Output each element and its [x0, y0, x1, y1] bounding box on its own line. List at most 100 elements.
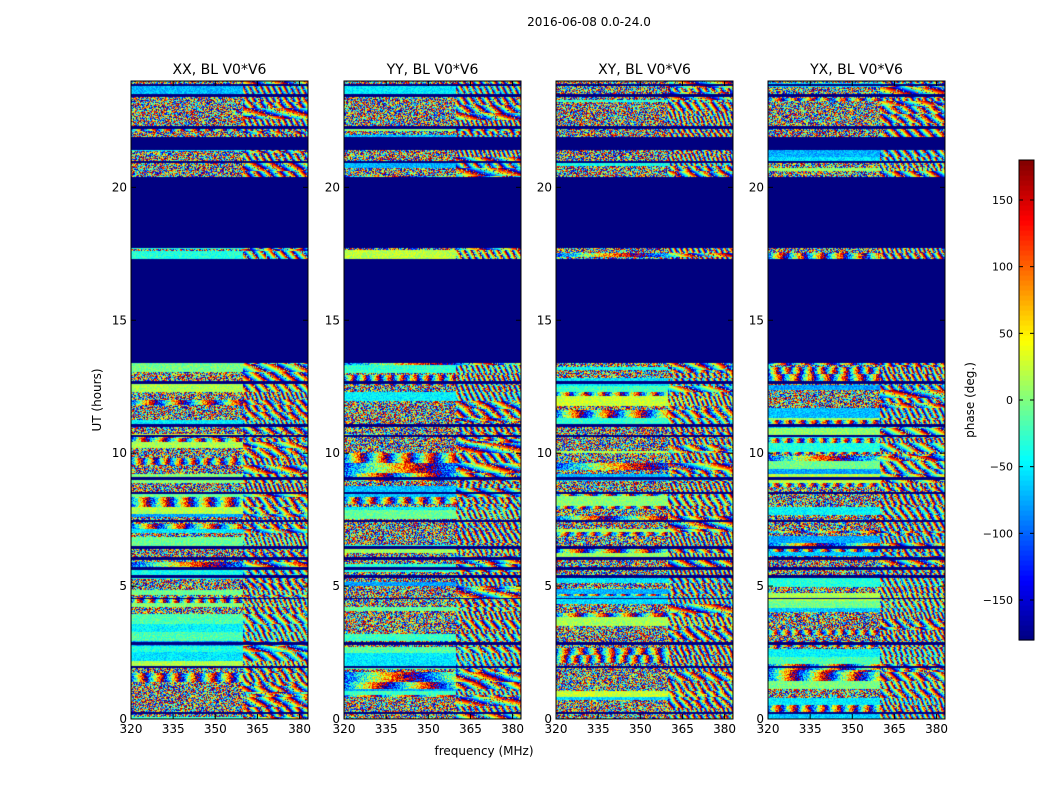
y-tick-label: 5	[544, 579, 552, 593]
colorbar-segment	[1019, 200, 1034, 206]
colorbar-segment	[1019, 195, 1034, 201]
panel-title: XX, BL V0*V6	[173, 62, 267, 78]
colorbar-segment	[1019, 540, 1034, 546]
colorbar-tick-label: −50	[990, 461, 1013, 474]
y-tick-label: 15	[537, 313, 552, 327]
colorbar-segment	[1019, 250, 1034, 256]
colorbar-segment	[1019, 365, 1034, 371]
colorbar-segment	[1019, 630, 1034, 636]
y-axis-label: UT (hours)	[90, 368, 104, 431]
colorbar-segment	[1019, 315, 1034, 321]
colorbar-segment	[1019, 270, 1034, 276]
colorbar-segment	[1019, 300, 1034, 306]
colorbar-segment	[1019, 470, 1034, 476]
colorbar-segment	[1019, 475, 1034, 481]
x-tick-label: 335	[162, 722, 185, 736]
x-tick-label: 380	[501, 722, 524, 736]
colorbar-segment	[1019, 620, 1034, 626]
colorbar-segment	[1019, 550, 1034, 556]
colorbar-segment	[1019, 575, 1034, 581]
y-tick-label: 5	[756, 579, 764, 593]
colorbar-segment	[1019, 290, 1034, 296]
x-tick-label: 350	[417, 722, 440, 736]
colorbar-segment	[1019, 555, 1034, 561]
x-tick-label: 365	[883, 722, 906, 736]
colorbar-segment	[1019, 255, 1034, 261]
x-tick-label: 350	[629, 722, 652, 736]
colorbar-segment	[1019, 530, 1034, 536]
panel-heatmap-image	[344, 81, 521, 719]
colorbar-segment	[1019, 240, 1034, 246]
colorbar-segment	[1019, 305, 1034, 311]
x-tick-label: 380	[713, 722, 736, 736]
x-tick-label: 320	[545, 722, 568, 736]
colorbar-tick-label: −100	[983, 527, 1013, 540]
colorbar-segment	[1019, 180, 1034, 186]
y-tick-label: 10	[749, 446, 764, 460]
colorbar-segment	[1019, 455, 1034, 461]
y-tick-label: 20	[749, 180, 764, 194]
x-tick-label: 365	[671, 722, 694, 736]
colorbar-segment	[1019, 375, 1034, 381]
x-tick-label: 350	[204, 722, 227, 736]
colorbar-segment	[1019, 220, 1034, 226]
colorbar-segment	[1019, 385, 1034, 391]
x-axis-label: frequency (MHz)	[434, 744, 533, 758]
colorbar-segment	[1019, 210, 1034, 216]
panel-1: XX, BL V0*V6 320 335 350 365 380 0 5 10 15 20	[112, 62, 311, 736]
colorbar-segment	[1019, 320, 1034, 326]
colorbar-segment	[1019, 495, 1034, 501]
colorbar-segment	[1019, 335, 1034, 341]
colorbar-segment	[1019, 160, 1034, 166]
colorbar-segment	[1019, 310, 1034, 316]
colorbar-segment	[1019, 590, 1034, 596]
colorbar-segment	[1019, 325, 1034, 331]
colorbar-segment	[1019, 610, 1034, 616]
colorbar-segment	[1019, 465, 1034, 471]
y-tick-label: 20	[537, 180, 552, 194]
colorbar-segment	[1019, 215, 1034, 221]
y-tick-label: 5	[332, 579, 340, 593]
colorbar-tick-label: 100	[992, 261, 1013, 274]
colorbar-segment	[1019, 235, 1034, 241]
y-tick-label: 0	[544, 712, 552, 726]
y-tick-label: 0	[119, 712, 127, 726]
colorbar-segment	[1019, 595, 1034, 601]
colorbar-segment	[1019, 600, 1034, 606]
colorbar-segment	[1019, 625, 1034, 631]
colorbar-label: phase (deg.)	[963, 362, 977, 438]
colorbar-segment	[1019, 440, 1034, 446]
colorbar-segment	[1019, 570, 1034, 576]
colorbar-tick-label: 50	[999, 327, 1013, 340]
panel-frame	[130, 80, 309, 720]
x-tick-label: 350	[841, 722, 864, 736]
colorbar-segment	[1019, 285, 1034, 291]
colorbar-segment	[1019, 515, 1034, 521]
colorbar-segment	[1019, 295, 1034, 301]
chart-suptitle: 2016-06-08 0.0-24.0	[527, 15, 651, 29]
panel-heatmap-image	[768, 81, 945, 719]
colorbar-segment	[1019, 185, 1034, 191]
panel-title: XY, BL V0*V6	[598, 62, 691, 78]
colorbar-segment	[1019, 420, 1034, 426]
panel-frame	[767, 80, 946, 720]
colorbar-segment	[1019, 390, 1034, 396]
x-tick-label: 320	[120, 722, 143, 736]
colorbar-segment	[1019, 230, 1034, 236]
colorbar-segment	[1019, 585, 1034, 591]
colorbar-segment	[1019, 445, 1034, 451]
x-tick-label: 335	[375, 722, 398, 736]
colorbar-segment	[1019, 275, 1034, 281]
colorbar-segment	[1019, 635, 1034, 641]
y-tick-label: 0	[332, 712, 340, 726]
colorbar-tick-label: 150	[992, 194, 1013, 207]
colorbar-segment	[1019, 580, 1034, 586]
colorbar-segment	[1019, 165, 1034, 171]
colorbar-tick-label: −150	[983, 594, 1013, 607]
colorbar-segment	[1019, 605, 1034, 611]
colorbar-segment	[1019, 545, 1034, 551]
colorbar-segment	[1019, 415, 1034, 421]
colorbar-segment	[1019, 485, 1034, 491]
y-tick-label: 15	[749, 313, 764, 327]
